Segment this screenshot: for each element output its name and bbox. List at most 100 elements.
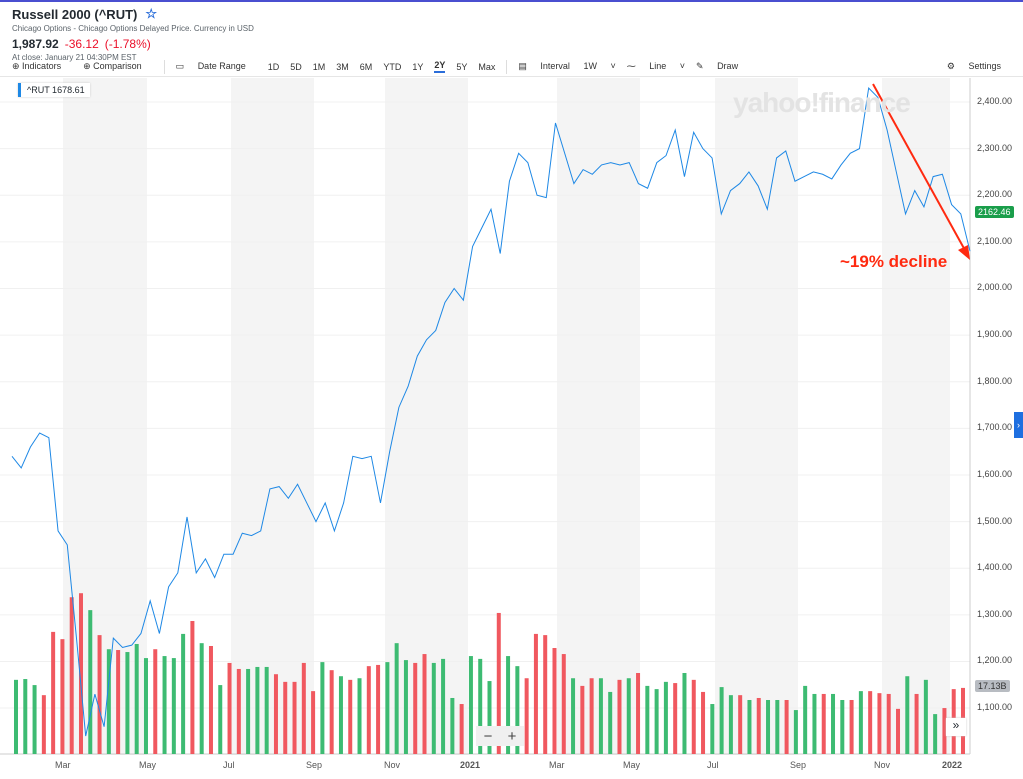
range-1d[interactable]: 1D [267, 61, 280, 72]
volume-bar [116, 650, 121, 754]
interval-dropdown[interactable]: ▤ Interval 1W ˅ [518, 61, 616, 71]
indicators-label: Indicators [22, 61, 62, 71]
line-chart-icon: ⁓ [626, 61, 636, 71]
range-3m[interactable]: 3M [336, 61, 349, 72]
price-line [11, 86, 971, 737]
volume-bar [227, 662, 232, 754]
volume-bar [78, 593, 83, 754]
y-tick-label: 1,700.00 [977, 422, 1013, 433]
range-2y[interactable]: 2Y [434, 60, 446, 73]
volume-bar [468, 656, 473, 754]
month-band [557, 78, 640, 755]
exchange-info: Chicago Options - Chicago Options Delaye… [12, 24, 254, 33]
close-time: At close: January 21 04:30PM EST [12, 53, 137, 62]
volume-bar [877, 693, 882, 754]
volume-bar [775, 699, 780, 754]
volume-bar [831, 693, 836, 754]
range-6m[interactable]: 6M [359, 61, 373, 72]
volume-bar [413, 662, 418, 754]
volume-bar [199, 643, 204, 754]
month-band [715, 78, 798, 755]
volume-bar [88, 610, 93, 754]
volume-bar [32, 685, 37, 754]
divider [163, 59, 165, 74]
volume-bar [868, 691, 873, 754]
range-5d[interactable]: 5D [290, 61, 302, 72]
indicators-button[interactable]: ⊕ Indicators [12, 61, 62, 71]
range-1m[interactable]: 1M [312, 61, 326, 72]
volume-bar [923, 679, 928, 754]
volume-bar [134, 643, 139, 754]
volume-bar [236, 668, 241, 754]
volume-bar [626, 678, 631, 754]
volume-bar [376, 664, 381, 754]
last-price-tag: 2162.46 [975, 206, 1014, 218]
zoom-out-button[interactable]: − [483, 727, 493, 745]
zoom-in-button[interactable]: + [507, 727, 517, 745]
price-change-pct: (-1.78%) [104, 37, 151, 51]
volume-bar [840, 699, 845, 754]
range-ytd[interactable]: YTD [383, 61, 402, 72]
volume-bar [803, 685, 808, 754]
volume-tag: 17.13B [975, 680, 1010, 692]
date-range-button[interactable]: ▭ Date Range [176, 61, 257, 72]
decline-annotation: ~19% decline [840, 252, 948, 271]
draw-button[interactable]: ✎ Draw [696, 61, 749, 72]
volume-bar [673, 683, 678, 754]
volume-bar [858, 691, 863, 754]
x-tick-label: Sep [306, 760, 323, 770]
x-tick-label: 2021 [460, 760, 481, 770]
volume-bar [320, 662, 325, 754]
x-tick-label: Jul [223, 760, 235, 770]
arrow-head [958, 245, 970, 260]
gear-icon: ⚙ [946, 61, 955, 71]
volume-bar [329, 670, 334, 754]
volume-bar [338, 676, 343, 754]
volume-bar [14, 679, 18, 754]
volume-bar [459, 704, 464, 754]
month-band [882, 78, 950, 755]
volume-bar [580, 685, 585, 754]
volume-bar [181, 633, 186, 754]
volume-bar [710, 704, 715, 754]
volume-bar [208, 645, 213, 754]
volume-bar [60, 639, 65, 754]
y-tick-label: 1,200.00 [977, 655, 1013, 666]
chart-type-dropdown[interactable]: ⁓ Line ˅ [626, 61, 685, 71]
volume-bar [812, 693, 817, 754]
volume-bar [162, 656, 167, 754]
y-tick-label: 1,500.00 [977, 515, 1013, 526]
calendar-icon: ▭ [175, 61, 185, 71]
volume-bar [23, 679, 28, 754]
chart-type-label: Line [649, 61, 667, 71]
scroll-right-button[interactable]: » [946, 718, 966, 736]
volume-bar [506, 656, 511, 754]
volume-bar [450, 697, 455, 754]
star-icon[interactable]: ☆ [145, 6, 158, 21]
settings-button[interactable]: ⚙ Settings [947, 57, 1012, 75]
volume-bar [153, 649, 158, 754]
range-5y[interactable]: 5Y [456, 61, 468, 72]
side-panel-toggle[interactable]: › [1014, 412, 1023, 438]
series-legend: ^RUT 1678.61 [18, 83, 90, 97]
volume-bar [747, 699, 752, 754]
volume-bar [125, 652, 130, 754]
volume-bar [69, 597, 74, 754]
range-1y[interactable]: 1Y [412, 61, 424, 72]
comparison-button[interactable]: ⊕ Comparison [83, 61, 142, 71]
x-tick-label: May [139, 760, 157, 770]
draw-label: Draw [717, 61, 739, 71]
volume-bar [942, 708, 947, 754]
volume-bar [719, 687, 724, 754]
interval-icon: ▤ [518, 61, 527, 71]
volume-bar [357, 678, 362, 754]
volume-bar [394, 643, 399, 754]
range-max[interactable]: Max [478, 61, 496, 72]
volume-bar [273, 674, 278, 754]
y-tick-label: 1,400.00 [977, 562, 1013, 573]
y-tick-label: 1,800.00 [977, 375, 1013, 386]
pencil-icon: ✎ [696, 61, 704, 71]
volume-bar [97, 635, 102, 754]
volume-bar [598, 678, 603, 754]
